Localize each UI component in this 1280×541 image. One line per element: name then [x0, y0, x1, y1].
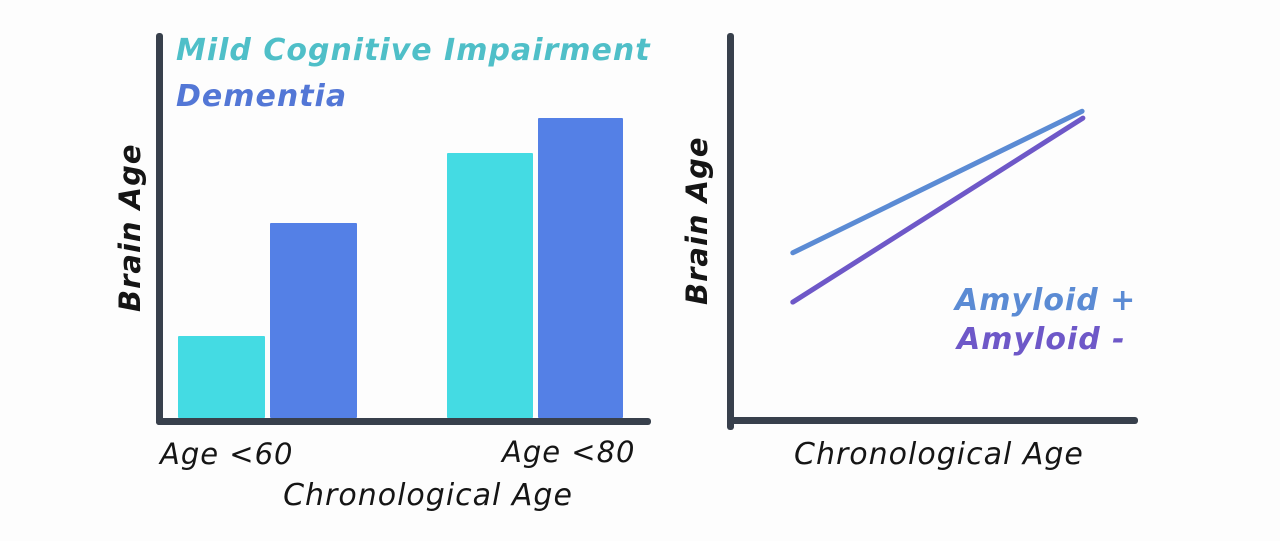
bar-dementia-age-under-80 — [538, 118, 623, 418]
line-amyloid-negative — [790, 115, 1086, 305]
legend-item-amyloid-negative: Amyloid - — [957, 322, 1126, 357]
line-amyloid-positive — [790, 108, 1085, 256]
y-axis-label: Brain Age — [680, 136, 714, 305]
x-axis-label: Chronological Age — [283, 478, 573, 513]
x-axis-line — [727, 417, 1138, 424]
y-axis-line — [156, 33, 163, 425]
x-tick-label-age-under-80: Age <80 — [502, 435, 636, 469]
y-axis-line — [727, 33, 734, 430]
x-axis-label: Chronological Age — [794, 437, 1084, 472]
legend-item-dementia: Dementia — [176, 79, 348, 114]
bar-mci-age-under-60 — [178, 336, 265, 418]
bar-mci-age-under-80 — [447, 153, 533, 418]
line-plot-area — [790, 108, 1086, 305]
bar-dementia-age-under-60 — [270, 223, 357, 418]
legend-item-mild-cognitive-impairment: Mild Cognitive Impairment — [176, 33, 651, 68]
legend-item-amyloid-positive: Amyloid + — [955, 283, 1137, 318]
x-axis-line — [156, 418, 651, 425]
x-tick-label-age-under-60: Age <60 — [160, 437, 294, 471]
